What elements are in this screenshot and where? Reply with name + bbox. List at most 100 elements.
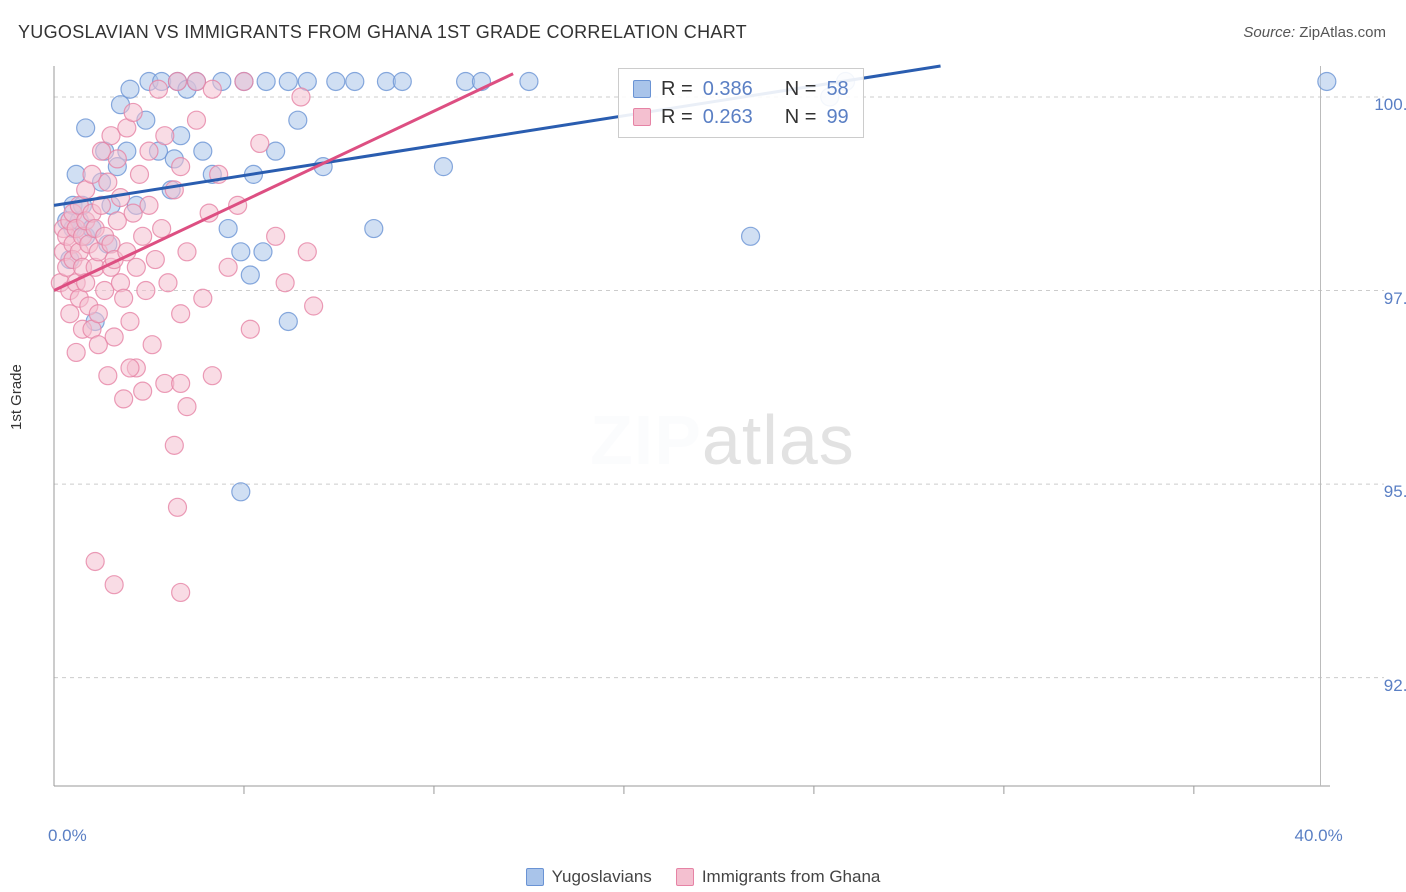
- data-point: [127, 258, 145, 276]
- data-point: [92, 142, 110, 160]
- data-point: [251, 134, 269, 152]
- data-point: [172, 374, 190, 392]
- data-point: [134, 382, 152, 400]
- data-point: [168, 498, 186, 516]
- legend-swatch: [676, 868, 694, 886]
- x-tick-label: 40.0%: [1295, 826, 1343, 846]
- stat-r-value: 0.263: [703, 103, 753, 131]
- data-point: [434, 158, 452, 176]
- data-point: [121, 359, 139, 377]
- stats-row: R = 0.386 N = 58: [633, 75, 849, 103]
- data-point: [742, 227, 760, 245]
- y-axis-label: 1st Grade: [8, 364, 25, 430]
- y-tick-label: 100.0%: [1374, 95, 1406, 115]
- stats-swatch: [633, 108, 651, 126]
- stat-n-label: N =: [785, 75, 817, 103]
- stat-n-value: 99: [826, 103, 848, 131]
- data-point: [124, 204, 142, 222]
- data-point: [130, 165, 148, 183]
- data-point: [178, 243, 196, 261]
- data-point: [134, 227, 152, 245]
- data-point: [292, 88, 310, 106]
- legend: Yugoslavians Immigrants from Ghana: [0, 867, 1406, 887]
- data-point: [83, 165, 101, 183]
- data-point: [102, 127, 120, 145]
- data-point: [99, 173, 117, 191]
- source-name: ZipAtlas.com: [1299, 24, 1386, 41]
- data-point: [187, 72, 205, 90]
- data-point: [61, 305, 79, 323]
- data-point: [115, 289, 133, 307]
- data-point: [219, 258, 237, 276]
- data-point: [168, 72, 186, 90]
- data-point: [267, 142, 285, 160]
- data-point: [172, 305, 190, 323]
- chart-title: YUGOSLAVIAN VS IMMIGRANTS FROM GHANA 1ST…: [18, 22, 747, 43]
- data-point: [393, 72, 411, 90]
- y-tick-label: 92.5%: [1384, 676, 1406, 696]
- data-point: [165, 181, 183, 199]
- data-point: [194, 289, 212, 307]
- stats-row: R = 0.263 N = 99: [633, 103, 849, 131]
- chart-area: 92.5%95.0%97.5%100.0% 0.0%40.0% ZIPatlas…: [50, 60, 1386, 800]
- data-point: [203, 80, 221, 98]
- correlation-stats-box: R = 0.386 N = 58 R = 0.263 N = 99: [618, 68, 864, 138]
- data-point: [115, 390, 133, 408]
- data-point: [520, 72, 538, 90]
- legend-swatch: [526, 868, 544, 886]
- data-point: [105, 328, 123, 346]
- legend-item: Immigrants from Ghana: [676, 867, 881, 887]
- data-point: [140, 142, 158, 160]
- stats-swatch: [633, 80, 651, 98]
- data-point: [111, 189, 129, 207]
- data-point: [203, 367, 221, 385]
- data-point: [124, 103, 142, 121]
- stat-n-label: N =: [785, 103, 817, 131]
- data-point: [165, 436, 183, 454]
- legend-label: Yugoslavians: [552, 867, 652, 887]
- x-tick-label: 0.0%: [48, 826, 87, 846]
- data-point: [289, 111, 307, 129]
- data-point: [194, 142, 212, 160]
- y-tick-label: 97.5%: [1384, 289, 1406, 309]
- data-point: [279, 312, 297, 330]
- data-point: [153, 220, 171, 238]
- stat-r-label: R =: [661, 103, 693, 131]
- data-point: [149, 80, 167, 98]
- data-point: [108, 212, 126, 230]
- data-point: [89, 336, 107, 354]
- data-point: [172, 583, 190, 601]
- data-point: [159, 274, 177, 292]
- stat-r-value: 0.386: [703, 75, 753, 103]
- data-point: [108, 150, 126, 168]
- data-point: [156, 127, 174, 145]
- scatter-plot: [50, 60, 1386, 800]
- y-tick-label: 95.0%: [1384, 482, 1406, 502]
- data-point: [96, 282, 114, 300]
- source-label: Source:: [1243, 24, 1295, 41]
- data-point: [232, 243, 250, 261]
- stat-r-label: R =: [661, 75, 693, 103]
- data-point: [143, 336, 161, 354]
- data-point: [254, 243, 272, 261]
- data-point: [235, 72, 253, 90]
- data-point: [105, 576, 123, 594]
- data-point: [89, 305, 107, 323]
- data-point: [111, 274, 129, 292]
- data-point: [172, 158, 190, 176]
- data-point: [146, 251, 164, 269]
- data-point: [232, 483, 250, 501]
- data-point: [99, 367, 117, 385]
- data-point: [102, 235, 120, 253]
- data-point: [365, 220, 383, 238]
- data-point: [187, 111, 205, 129]
- data-point: [346, 72, 364, 90]
- data-point: [178, 398, 196, 416]
- data-point: [77, 119, 95, 137]
- stat-n-value: 58: [826, 75, 848, 103]
- data-point: [279, 72, 297, 90]
- chart-header: YUGOSLAVIAN VS IMMIGRANTS FROM GHANA 1ST…: [0, 0, 1406, 43]
- data-point: [137, 282, 155, 300]
- data-point: [276, 274, 294, 292]
- data-point: [257, 72, 275, 90]
